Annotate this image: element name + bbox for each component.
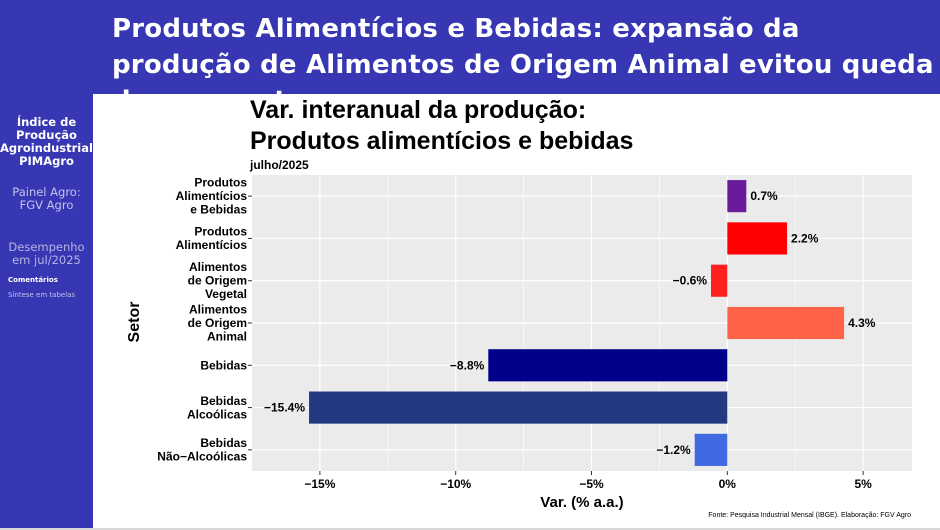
bar-value-label: −1.2% — [656, 443, 691, 457]
source-note: Fonte: Pesquisa Industrial Mensal (IBGE)… — [708, 512, 911, 519]
x-tick-label: −10% — [440, 477, 471, 491]
x-axis-labels: −15% −10% −5% 0% 5% — [304, 471, 872, 491]
footer-line — [0, 528, 940, 530]
bar — [727, 180, 747, 213]
bar-value-label: −8.8% — [450, 358, 485, 372]
bar — [727, 306, 845, 340]
sidebar-item-pimagro[interactable]: Índice de Produção Agroindustrial PIMAgr… — [0, 115, 93, 168]
category-label: de Origem — [188, 274, 247, 288]
chart-title-line-1: Var. interanual da produção: — [250, 96, 586, 124]
x-tick-label: 0% — [719, 477, 737, 491]
category-label: Produtos — [194, 176, 247, 190]
sidebar-subitem-sintese[interactable]: Síntese em tabelas — [8, 291, 76, 299]
bar-value-label: −0.6% — [673, 274, 708, 288]
category-label: Bebidas — [200, 436, 247, 450]
category-label: Não−Alcoólicas — [157, 450, 247, 464]
header-bar — [93, 0, 940, 94]
bar-value-label: 4.3% — [848, 316, 876, 330]
bar — [488, 349, 728, 382]
slide-title: Produtos Alimentícios e Bebidas: expansã… — [112, 14, 934, 116]
chart-subtitle: julho/2025 — [249, 158, 309, 172]
sidebar-item-painel-agro[interactable]: Painel Agro: FGV Agro — [12, 185, 81, 212]
value-labels: 0.7% 2.2% −0.6% 4.3% −8.8% −15.4% −1.2% — [264, 189, 876, 457]
y-axis-title: Setor — [126, 302, 143, 343]
bar — [711, 264, 728, 297]
sidebar — [0, 0, 93, 530]
bar-value-label: 0.7% — [750, 189, 778, 203]
sidebar-item-desempenho[interactable]: Desempenho em jul/2025 — [8, 240, 85, 267]
bar-value-label: −15.4% — [264, 401, 305, 415]
bar — [694, 433, 728, 466]
bar — [309, 391, 728, 424]
category-label: Alcoólicas — [187, 407, 247, 421]
x-tick-label: −5% — [579, 477, 604, 491]
category-label: Bebidas — [200, 358, 247, 372]
bars — [309, 180, 845, 466]
category-label: Bebidas — [200, 394, 247, 408]
bar — [727, 222, 788, 255]
category-label: Alimentos — [189, 303, 247, 317]
category-label: Alimentos — [189, 260, 247, 274]
x-tick-label: 5% — [854, 477, 872, 491]
sidebar-subitem-comentarios[interactable]: Comentários — [8, 276, 58, 284]
bar-value-label: 2.2% — [791, 231, 819, 245]
x-tick-label: −15% — [304, 477, 335, 491]
category-label: Alimentícios — [176, 238, 248, 252]
category-label: Animal — [207, 330, 247, 344]
category-label: Vegetal — [205, 287, 247, 301]
category-label: Alimentícios — [176, 189, 248, 203]
x-axis-title: Var. (% a.a.) — [540, 494, 623, 511]
category-label: de Origem — [188, 316, 247, 330]
chart-title-line-2: Produtos alimentícios e bebidas — [250, 127, 633, 155]
category-label: Produtos — [194, 225, 247, 239]
category-label: e Bebidas — [190, 203, 247, 217]
